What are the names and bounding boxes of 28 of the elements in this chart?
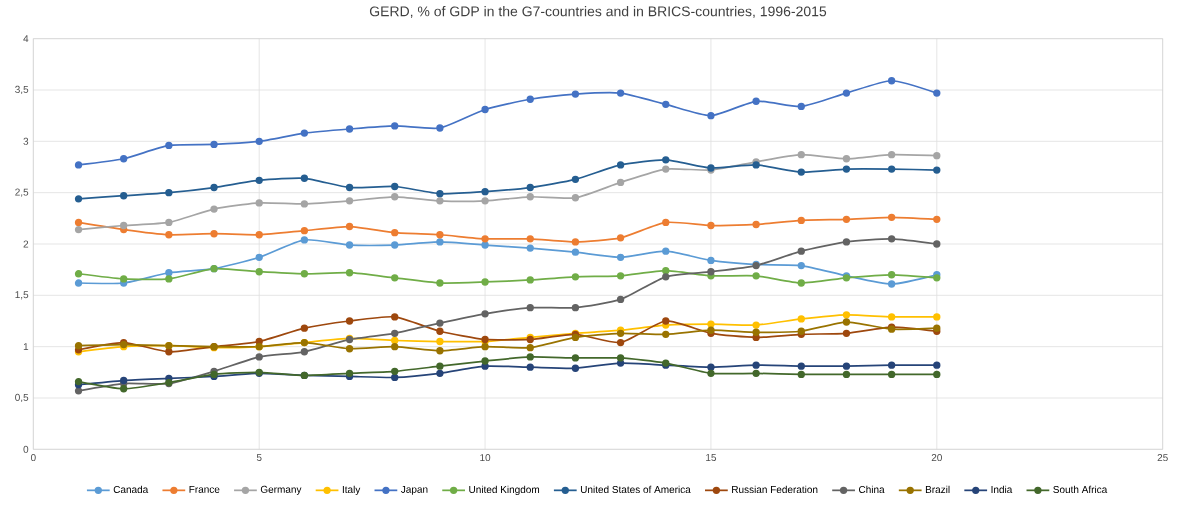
y-tick-label: 3,5 [15, 85, 29, 95]
legend-label: Italy [342, 485, 361, 496]
legend-label: United Kingdom [469, 485, 540, 496]
x-tick-label: 0 [30, 454, 36, 462]
x-tick-label: 15 [706, 454, 717, 462]
chart-title: GERD, % of GDP in the G7-countries and in BRICS-countries, 1996-2015 [369, 6, 827, 18]
x-tick-label: 10 [480, 454, 491, 462]
legend-label: India [991, 485, 1013, 494]
legend-label: Canada [113, 485, 149, 494]
y-tick-label: 3 [23, 137, 29, 145]
y-tick-label: 2 [23, 240, 29, 248]
y-tick-label: 1,5 [15, 291, 29, 300]
x-tick-label: 20 [931, 454, 942, 462]
legend-label: South Africa [1053, 485, 1108, 494]
y-tick-label: 2,5 [15, 188, 29, 197]
legend-label: Germany [260, 485, 302, 495]
legend-label: Japan [400, 485, 428, 495]
legend-label: France [189, 485, 220, 493]
y-tick-label: 0 [23, 445, 29, 453]
legend-label: China [859, 485, 885, 494]
legend-label: United States of America [580, 485, 691, 494]
x-tick-label: 25 [1157, 454, 1168, 462]
legend-label: Brazil [925, 485, 950, 494]
y-tick-label: 0,5 [15, 393, 29, 403]
y-tick-label: 1 [23, 343, 29, 351]
legend-label: Russian Federation [732, 485, 818, 494]
x-tick-label: 5 [256, 454, 262, 462]
y-tick-label: 4 [23, 35, 29, 43]
